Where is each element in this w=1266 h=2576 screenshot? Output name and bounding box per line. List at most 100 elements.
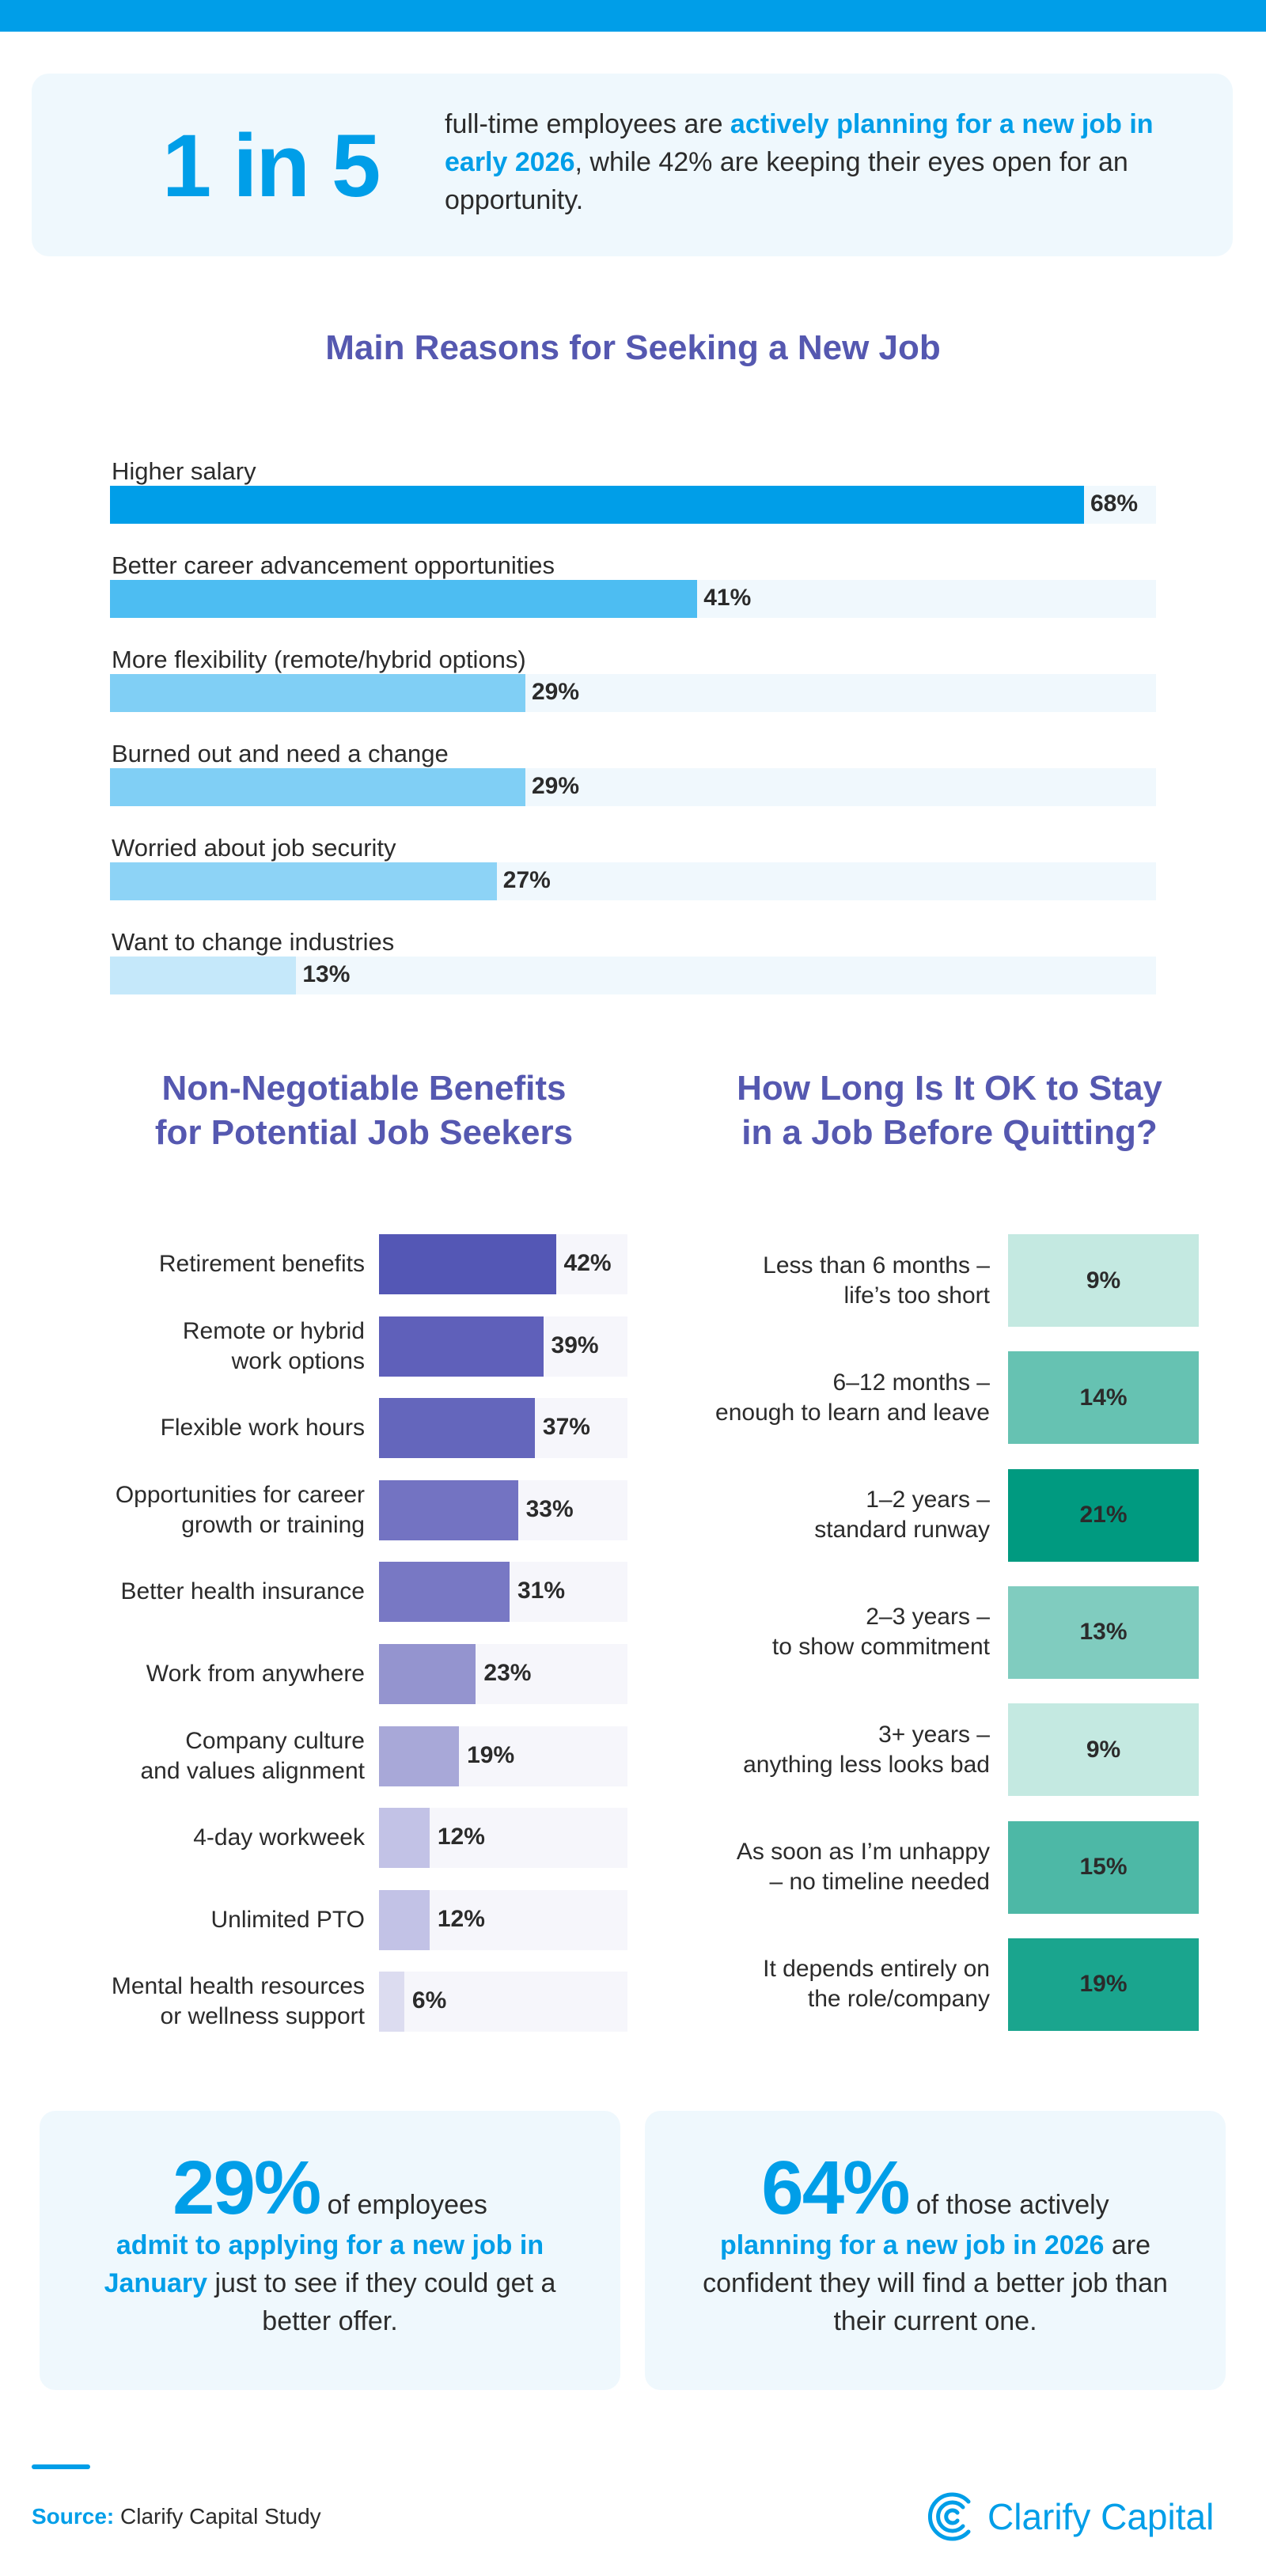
stay-label-line: the role/company — [807, 1986, 990, 2013]
benefit-bar-track: 19% — [379, 1726, 627, 1786]
benefit-bar — [379, 1808, 430, 1869]
stay-label-text: 1–2 years – standard runway — [814, 1485, 990, 1545]
benefit-label: Remote or hybrid work options — [32, 1316, 365, 1377]
stay-label-line: enough to learn and leave — [715, 1399, 990, 1426]
reason-bar — [110, 862, 497, 900]
benefit-bar — [379, 1889, 430, 1950]
stay-value-label: 19% — [1079, 1971, 1128, 1998]
hero-text-before: full-time employees are — [445, 109, 730, 139]
source-divider — [32, 2464, 90, 2469]
reason-value-label: 27% — [502, 867, 551, 893]
stay-label-line: 6–12 months – — [832, 1369, 990, 1396]
benefit-bar-track: 42% — [379, 1234, 627, 1294]
reason-bar-track: 29% — [110, 674, 1156, 712]
stat-card-29: 29% of employees admit to applying for a … — [40, 2111, 620, 2390]
benefit-value-label: 6% — [411, 1987, 447, 2014]
stay-label-line: – no timeline needed — [769, 1869, 990, 1895]
benefits-title-line: for Potential Job Seekers — [154, 1113, 574, 1152]
stay-value-label: 13% — [1079, 1619, 1128, 1646]
benefit-value-label: 31% — [517, 1578, 566, 1604]
card-text: of employees — [320, 2190, 487, 2220]
benefit-value-label: 12% — [437, 1905, 485, 1932]
stay-label: 3+ years – anything less looks bad — [626, 1703, 990, 1796]
benefit-value-label: 33% — [525, 1495, 574, 1522]
benefit-label-text: Work from anywhere — [146, 1659, 365, 1689]
benefits-title: Non-Negotiable Benefits for Potential Jo… — [79, 1066, 649, 1155]
stay-label-line: 3+ years – — [878, 1721, 990, 1748]
stay-label: It depends entirely on the role/company — [626, 1938, 990, 2031]
benefit-label-text: Flexible work hours — [161, 1413, 365, 1443]
stay-value-label: 21% — [1079, 1502, 1128, 1529]
benefit-value-label: 42% — [563, 1250, 612, 1276]
top-bar — [0, 0, 1266, 32]
stay-value-label: 9% — [1086, 1267, 1121, 1294]
hero-text: full-time employees are actively plannin… — [445, 105, 1220, 219]
reason-value-label: 29% — [531, 773, 580, 799]
stay-label-line: As soon as I’m unhappy — [736, 1839, 990, 1865]
logo-text: Clarify Capital — [987, 2496, 1215, 2537]
stay-value-box: 15% — [1008, 1820, 1199, 1914]
benefit-label-text: Retirement benefits — [159, 1249, 365, 1279]
benefit-bar — [379, 1398, 535, 1459]
benefit-label-line: growth or training — [181, 1511, 365, 1538]
hero-highlight: actively planning for a new job in early… — [445, 109, 1154, 177]
stay-label-line: It depends entirely on — [763, 1956, 990, 1983]
benefit-bar — [379, 1726, 460, 1786]
stay-label: 6–12 months – enough to learn and leave — [626, 1351, 990, 1444]
hero-number: 1 in 5 — [162, 116, 381, 215]
source-text: Clarify Capital Study — [114, 2504, 321, 2529]
reason-bar-track: 29% — [110, 768, 1156, 806]
reason-bar — [110, 768, 525, 806]
benefit-label-line: or wellness support — [160, 2003, 365, 2030]
reason-bar-track: 68% — [110, 486, 1156, 524]
reason-bar — [110, 580, 698, 618]
benefit-label-line: and values alignment — [140, 1757, 365, 1784]
stay-value-label: 15% — [1079, 1854, 1128, 1880]
benefit-label-line: Company culture — [185, 1727, 365, 1754]
benefits-title-line: Non-Negotiable Benefits — [161, 1069, 567, 1108]
benefit-label: Unlimited PTO — [32, 1890, 365, 1950]
stay-value-label: 14% — [1079, 1384, 1128, 1411]
stay-value-box: 9% — [1008, 1234, 1199, 1327]
stay-value-box: 9% — [1008, 1703, 1199, 1797]
hero-stat-card: 1 in 5 full-time employees are actively … — [32, 74, 1233, 256]
stay-label-text: 2–3 years – to show commitment — [772, 1602, 990, 1662]
benefit-bar — [379, 1316, 544, 1377]
benefit-label-line: work options — [231, 1347, 365, 1374]
stay-label: 1–2 years – standard runway — [626, 1469, 990, 1562]
stay-title: How Long Is It OK to Stay in a Job Befor… — [665, 1066, 1234, 1155]
benefit-label-line: Better health insurance — [120, 1578, 365, 1605]
stay-label-text: 3+ years – anything less looks bad — [743, 1720, 990, 1780]
benefit-label-text: 4-day workweek — [193, 1823, 365, 1853]
benefit-label-text: Opportunities for career growth or traini… — [116, 1480, 365, 1540]
benefit-bar-track: 31% — [379, 1562, 627, 1623]
reason-label: Better career advancement opportunities — [112, 551, 555, 579]
stay-label-text: As soon as I’m unhappy – no timeline need… — [737, 1837, 990, 1897]
benefit-bar-track: 6% — [379, 1972, 627, 2032]
reason-bar-track: 41% — [110, 580, 1156, 618]
stat-card-64: 64% of those actively planning for a new … — [645, 2111, 1226, 2390]
stay-value-box: 13% — [1008, 1585, 1199, 1679]
benefit-bar — [379, 1234, 556, 1294]
benefit-label: Work from anywhere — [32, 1644, 365, 1704]
benefit-value-label: 39% — [551, 1332, 599, 1358]
reasons-title: Main Reasons for Seeking a New Job — [325, 328, 941, 367]
stay-label: 2–3 years – to show commitment — [626, 1586, 990, 1679]
stay-label-text: It depends entirely on the role/company — [763, 1954, 990, 2014]
clarify-capital-logo: Clarify Capital — [926, 2491, 1214, 2543]
benefit-label: Company culture and values alignment — [32, 1726, 365, 1786]
stay-label-line: standard runway — [814, 1517, 990, 1544]
stay-title-line: in a Job Before Quitting? — [741, 1113, 1158, 1152]
benefit-label-line: Work from anywhere — [146, 1661, 365, 1687]
benefit-label-text: Remote or hybrid work options — [183, 1316, 365, 1377]
benefit-bar — [379, 1644, 476, 1704]
reason-value-label: 13% — [302, 961, 351, 987]
reason-label: Worried about job security — [112, 834, 396, 862]
benefit-label-text: Better health insurance — [120, 1577, 365, 1607]
card-text: just to see if they could get a better o… — [207, 2268, 556, 2336]
card-big-number: 64% — [761, 2146, 910, 2230]
stay-label-line: 2–3 years – — [866, 1604, 990, 1631]
benefit-bar — [379, 1972, 404, 2032]
benefit-bar-track: 37% — [379, 1398, 627, 1459]
card-highlight: planning for a new job in 2026 — [719, 2230, 1105, 2260]
